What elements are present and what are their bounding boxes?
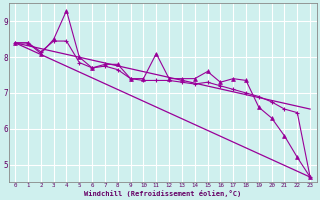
X-axis label: Windchill (Refroidissement éolien,°C): Windchill (Refroidissement éolien,°C) xyxy=(84,190,241,197)
